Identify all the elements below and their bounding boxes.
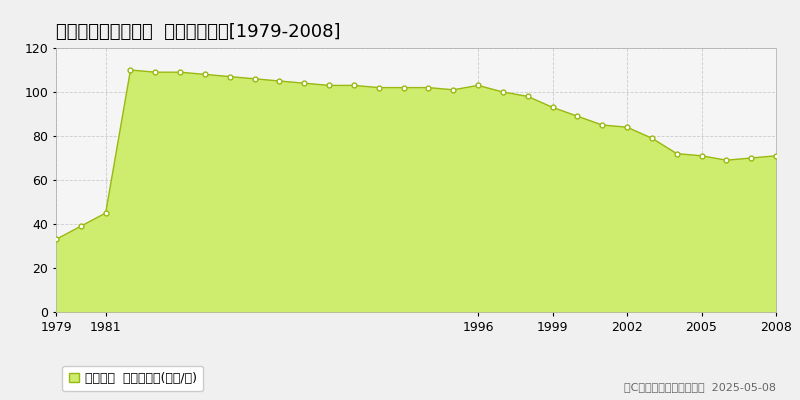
Text: 大阪市平野区平野南  公示地価推移[1979-2008]: 大阪市平野区平野南 公示地価推移[1979-2008] [56,23,341,41]
Legend: 公示地価  平均坊単価(万円/坊): 公示地価 平均坊単価(万円/坊) [62,366,203,391]
Text: （C）土地価格ドットコム  2025-05-08: （C）土地価格ドットコム 2025-05-08 [624,382,776,392]
